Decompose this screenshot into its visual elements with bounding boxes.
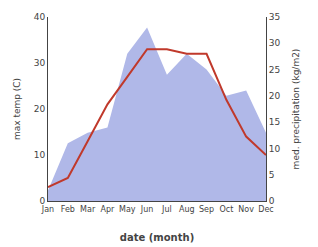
svg-text:30: 30 — [269, 38, 281, 48]
svg-text:Sep: Sep — [199, 205, 214, 214]
svg-text:Oct: Oct — [219, 205, 233, 214]
svg-text:date (month): date (month) — [120, 232, 194, 243]
svg-text:med. precipitation (kg/m2): med. precipitation (kg/m2) — [291, 49, 301, 170]
svg-text:Nov: Nov — [238, 205, 254, 214]
svg-text:25: 25 — [269, 65, 280, 75]
svg-text:20: 20 — [269, 91, 281, 101]
svg-text:max temp (C): max temp (C) — [12, 78, 22, 140]
svg-text:Mar: Mar — [80, 205, 96, 214]
svg-text:40: 40 — [34, 12, 46, 22]
svg-text:30: 30 — [34, 58, 46, 68]
svg-text:Jul: Jul — [161, 205, 172, 214]
svg-text:Aug: Aug — [179, 205, 195, 214]
svg-text:5: 5 — [269, 170, 275, 180]
svg-text:0: 0 — [39, 196, 45, 206]
svg-text:10: 10 — [34, 150, 46, 160]
svg-text:Dec: Dec — [258, 205, 273, 214]
svg-text:Feb: Feb — [61, 205, 75, 214]
svg-text:Apr: Apr — [101, 205, 116, 214]
svg-text:35: 35 — [269, 12, 280, 22]
svg-text:0: 0 — [269, 196, 275, 206]
svg-text:20: 20 — [34, 104, 46, 114]
svg-text:10: 10 — [269, 144, 281, 154]
svg-text:Jun: Jun — [140, 205, 154, 214]
svg-text:15: 15 — [269, 117, 280, 127]
svg-text:Jan: Jan — [41, 205, 54, 214]
svg-text:May: May — [119, 205, 136, 214]
